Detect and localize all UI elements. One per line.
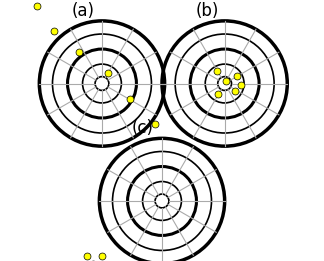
Circle shape [67, 49, 136, 118]
Circle shape [175, 34, 274, 133]
Circle shape [112, 151, 212, 251]
Circle shape [83, 64, 122, 103]
Circle shape [39, 21, 165, 146]
Circle shape [205, 64, 244, 103]
Circle shape [52, 34, 151, 133]
Text: (a): (a) [72, 2, 95, 20]
Circle shape [155, 194, 169, 208]
Text: (c): (c) [132, 119, 154, 137]
Text: (b): (b) [196, 2, 219, 20]
Circle shape [143, 182, 181, 220]
Circle shape [218, 77, 232, 90]
Circle shape [190, 49, 259, 118]
Circle shape [99, 138, 225, 261]
Circle shape [162, 21, 287, 146]
Circle shape [95, 77, 109, 90]
Circle shape [128, 167, 196, 235]
